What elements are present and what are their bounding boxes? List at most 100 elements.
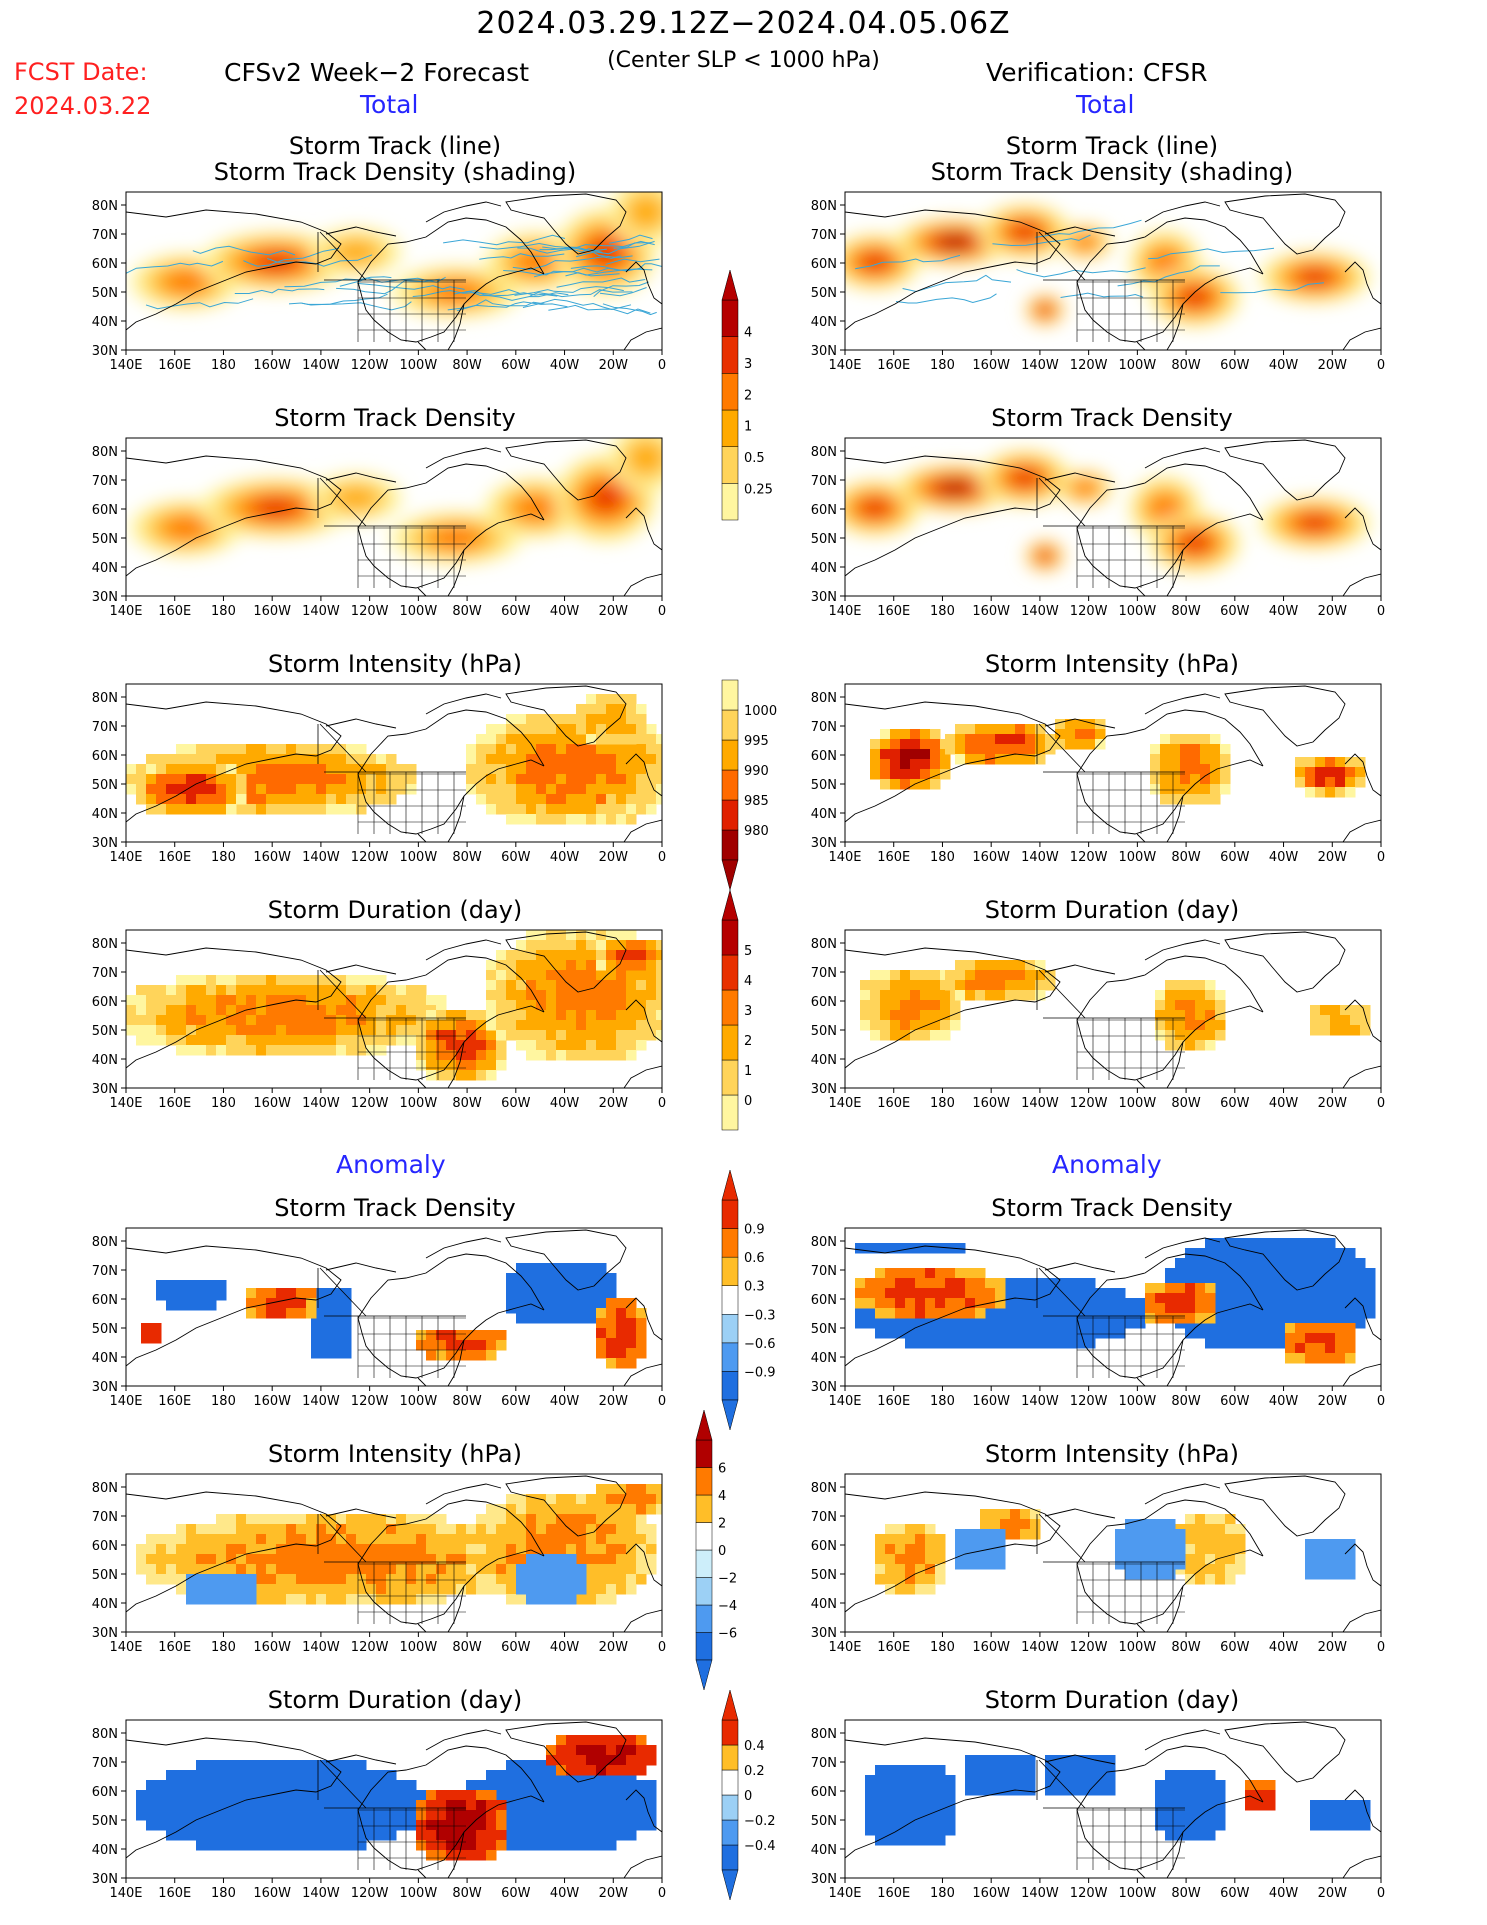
lon-tick-label: 160W (253, 1640, 291, 1655)
colorbar-label: −0.2 (744, 1814, 776, 1829)
lon-tick-label: 160E (158, 1886, 191, 1901)
colorbar-segment (721, 1719, 739, 1746)
lon-tick-label: 140W (302, 604, 340, 619)
lat-tick-label: 40N (92, 1843, 118, 1858)
lon-tick-label: 60W (1220, 604, 1250, 619)
lat-tick-label: 40N (92, 1053, 118, 1068)
lon-tick-label: 0 (658, 1096, 666, 1111)
lon-tick-label: 160E (877, 1394, 910, 1409)
lon-tick-label: 0 (658, 1394, 666, 1409)
panel-title-duration-right: Storm Duration (day) (984, 896, 1240, 924)
lon-tick-label: 140W (1021, 1640, 1059, 1655)
lon-tick-label: 40W (550, 1640, 580, 1655)
colorbar-segment (721, 954, 739, 991)
lat-tick-label: 80N (92, 691, 118, 706)
colorbar-label: 0.3 (744, 1280, 765, 1295)
panel-title-track-line-left: Storm Track (line) (288, 132, 502, 160)
lat-tick-label: 60N (811, 1785, 837, 1800)
lat-tick-label: 80N (92, 445, 118, 460)
colorbar-segment (721, 336, 739, 374)
lat-tick-label: 30N (92, 836, 118, 851)
colorbar-arrow (721, 1689, 739, 1721)
lon-tick-label: 160E (158, 1394, 191, 1409)
lon-tick-label: 140E (109, 1640, 142, 1655)
lon-tick-label: 120W (351, 358, 389, 373)
panel-title-anom-intensity-left: Storm Intensity (hPa) (268, 1440, 522, 1468)
lon-tick-label: 140W (1021, 358, 1059, 373)
colorbar-segment (721, 1342, 739, 1372)
lon-tick-label: 160W (972, 1640, 1010, 1655)
panel-title-intensity-right: Storm Intensity (hPa) (985, 650, 1239, 678)
lon-tick-label: 20W (599, 1096, 629, 1111)
lon-tick-label: 160E (877, 604, 910, 619)
lat-tick-label: 70N (811, 720, 837, 735)
lon-tick-label: 160E (158, 604, 191, 619)
lat-tick-label: 50N (811, 532, 837, 547)
panel-title-anom-duration-left: Storm Duration (day) (267, 1686, 523, 1714)
colorbar-label: 2 (744, 1034, 752, 1049)
lon-tick-label: 140E (828, 1640, 861, 1655)
page-subtitle: (Center SLP < 1000 hPa) (607, 48, 880, 73)
lon-tick-label: 20W (1318, 1886, 1348, 1901)
lat-tick-label: 50N (811, 1024, 837, 1039)
lon-tick-label: 140W (1021, 850, 1059, 865)
colorbar-segment (695, 1494, 713, 1523)
lat-tick-label: 80N (811, 1481, 837, 1496)
lat-tick-label: 70N (92, 228, 118, 243)
lat-tick-label: 40N (811, 1597, 837, 1612)
lat-tick-label: 60N (92, 257, 118, 272)
right-anomaly-label: Anomaly (1052, 1150, 1162, 1179)
colorbar-label: 5 (744, 944, 752, 959)
colorbar-label: 0.9 (744, 1223, 765, 1238)
colorbar-segment (695, 1439, 713, 1468)
lon-tick-label: 100W (1119, 1886, 1157, 1901)
lon-tick-label: 180 (930, 850, 955, 865)
colorbar-segment (721, 1794, 739, 1821)
lat-tick-label: 30N (92, 344, 118, 359)
forecast-model-label: CFSv2 Week−2 Forecast (224, 58, 529, 87)
lat-tick-label: 30N (811, 1872, 837, 1887)
lon-tick-label: 80W (1171, 1640, 1201, 1655)
lon-tick-label: 20W (1318, 1096, 1348, 1111)
lon-tick-label: 20W (599, 1640, 629, 1655)
lon-tick-label: 140W (302, 1394, 340, 1409)
lon-tick-label: 20W (599, 358, 629, 373)
lon-tick-label: 0 (658, 1886, 666, 1901)
lat-tick-label: 50N (811, 1322, 837, 1337)
lon-tick-label: 80W (1171, 850, 1201, 865)
lon-tick-label: 120W (351, 1096, 389, 1111)
colorbar-label: 2 (744, 388, 752, 403)
lon-tick-label: 60W (1220, 850, 1250, 865)
colorbar-segment (721, 483, 739, 521)
lat-tick-label: 70N (811, 1510, 837, 1525)
lat-tick-label: 60N (92, 1293, 118, 1308)
lat-tick-label: 60N (811, 995, 837, 1010)
lat-tick-label: 40N (92, 1351, 118, 1366)
lon-tick-label: 120W (1070, 358, 1108, 373)
lon-tick-label: 40W (1269, 358, 1299, 373)
lon-tick-label: 160W (253, 850, 291, 865)
lat-tick-label: 70N (811, 1756, 837, 1771)
panel-title-density-left: Storm Track Density (274, 404, 516, 432)
lon-tick-label: 60W (501, 604, 531, 619)
lon-tick-label: 140W (1021, 1394, 1059, 1409)
lon-tick-label: 100W (400, 358, 438, 373)
colorbar-arrow (695, 1659, 713, 1691)
lon-tick-label: 180 (930, 1394, 955, 1409)
colorbar-segment (721, 1769, 739, 1796)
lon-tick-label: 60W (501, 358, 531, 373)
colorbar-label: 1000 (744, 704, 777, 719)
lon-tick-label: 20W (599, 604, 629, 619)
lon-tick-label: 120W (1070, 1394, 1108, 1409)
lon-tick-label: 80W (1171, 1096, 1201, 1111)
colorbar-label: 4 (718, 1489, 726, 1504)
colorbar-label: 3 (744, 357, 752, 372)
lat-tick-label: 30N (811, 1380, 837, 1395)
lon-tick-label: 80W (452, 1096, 482, 1111)
lon-tick-label: 40W (550, 1886, 580, 1901)
colorbar-label: 0.6 (744, 1251, 765, 1266)
